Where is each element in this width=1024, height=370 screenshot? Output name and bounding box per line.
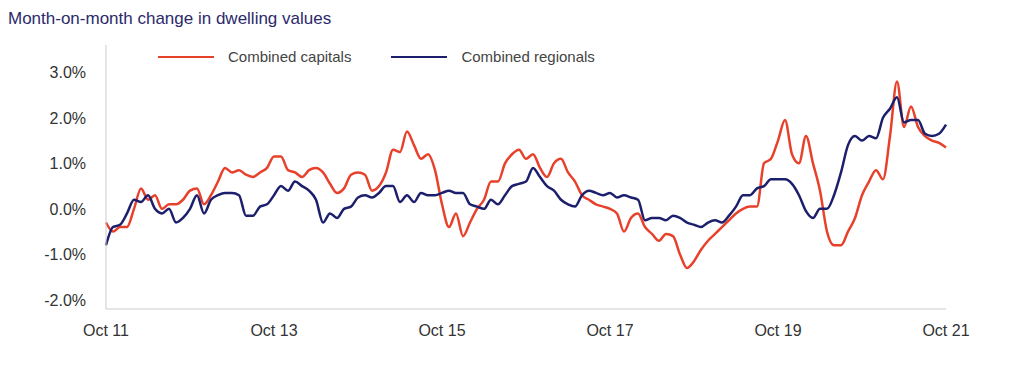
svg-text:0.0%: 0.0% — [50, 201, 86, 218]
svg-text:1.0%: 1.0% — [50, 155, 86, 172]
svg-text:Oct 13: Oct 13 — [250, 322, 297, 339]
svg-text:2.0%: 2.0% — [50, 110, 86, 127]
html-text:Combined regionals: Combined regionals — [461, 48, 595, 65]
html-text:Month-on-month change in dwell: Month-on-month change in dwelling values — [8, 9, 332, 28]
svg-text:Oct 19: Oct 19 — [754, 322, 801, 339]
svg-text:Oct 21: Oct 21 — [922, 322, 969, 339]
svg-text:3.0%: 3.0% — [50, 64, 86, 81]
svg-text:Oct 17: Oct 17 — [586, 322, 633, 339]
svg-text:Oct 11: Oct 11 — [83, 322, 129, 339]
svg-text:Oct 15: Oct 15 — [418, 322, 465, 339]
svg-text:-1.0%: -1.0% — [44, 246, 86, 263]
svg-text:-2.0%: -2.0% — [44, 292, 86, 309]
html-text:Combined capitals: Combined capitals — [228, 48, 352, 65]
